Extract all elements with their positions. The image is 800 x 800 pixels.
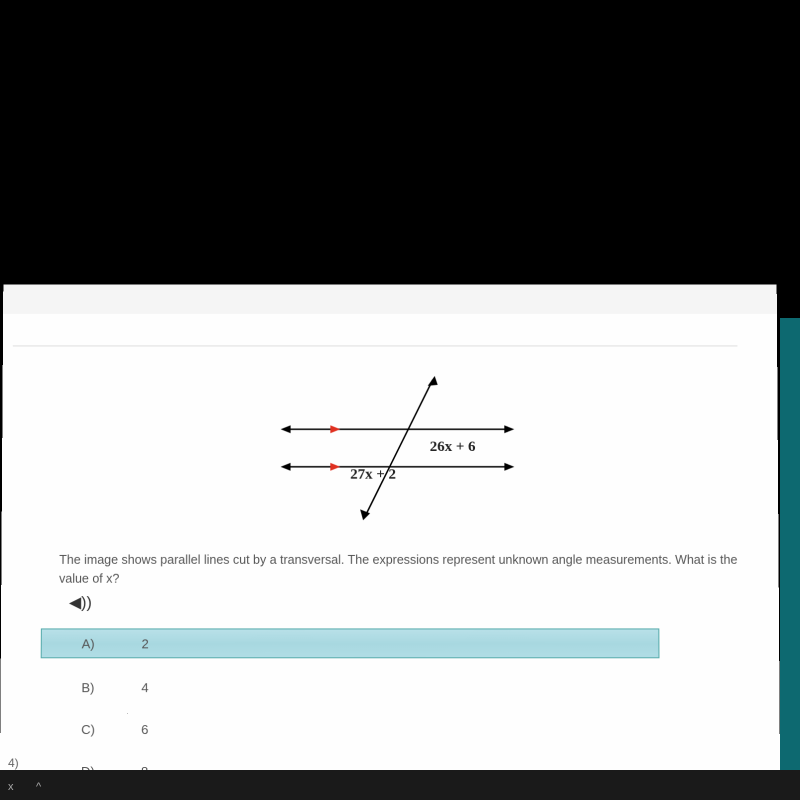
screen-content: 26x + 6 27x + 2 The image shows parallel… bbox=[0, 284, 780, 770]
angle-label-2: 27x + 2 bbox=[350, 467, 396, 484]
audio-icon[interactable]: ◀)) bbox=[69, 593, 92, 613]
answer-letter: C) bbox=[81, 722, 141, 737]
answer-value: 2 bbox=[142, 636, 149, 651]
answer-letter: A) bbox=[82, 636, 142, 651]
answer-value: 6 bbox=[141, 722, 148, 737]
answer-option-a[interactable]: A) 2 bbox=[41, 628, 660, 658]
answer-value: 4 bbox=[141, 680, 148, 695]
quiz-page: 26x + 6 27x + 2 The image shows parallel… bbox=[0, 314, 780, 770]
answer-option-c[interactable]: C) 6 bbox=[40, 714, 148, 744]
window-edge bbox=[780, 318, 800, 770]
taskbar: x ^ bbox=[0, 770, 800, 800]
geometry-diagram: 26x + 6 27x + 2 bbox=[231, 368, 550, 526]
taskbar-x[interactable]: x bbox=[8, 781, 14, 793]
answer-option-b[interactable]: B) 4 bbox=[40, 672, 148, 702]
divider bbox=[13, 345, 738, 346]
taskbar-caret-icon[interactable]: ^ bbox=[36, 781, 41, 793]
question-text: The image shows parallel lines cut by a … bbox=[59, 551, 739, 588]
angle-label-1: 26x + 6 bbox=[430, 439, 476, 456]
answer-letter: B) bbox=[81, 680, 141, 695]
next-question-number: 4) bbox=[8, 756, 19, 770]
